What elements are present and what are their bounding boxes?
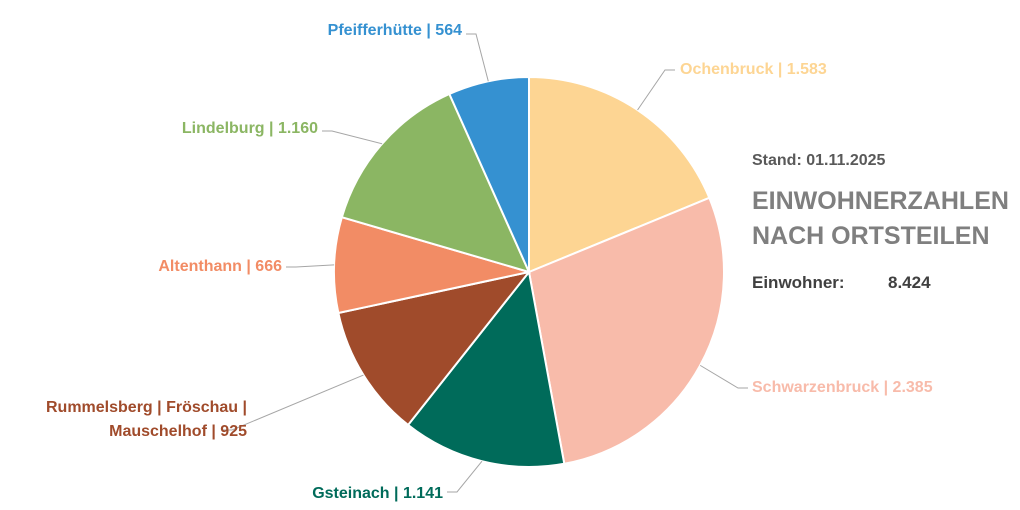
data-label: Gsteinach | 1.141: [183, 482, 443, 506]
category-label: Ochenbruck: [680, 61, 774, 78]
data-label: Lindelburg | 1.160: [58, 117, 318, 141]
pie-slice: [406, 269, 566, 468]
leader-line: [637, 69, 675, 111]
chart-title: EINWOHNERZAHLEN NACH ORTSTEILEN: [752, 187, 1009, 250]
total-label: Einwohner:: [752, 273, 845, 292]
leader-line: [222, 374, 364, 431]
label-separator: |: [211, 423, 216, 440]
leader-line: [286, 264, 335, 268]
category-label: Rummelsberg | Fröschau | Mauschelhof: [46, 399, 247, 440]
data-label: Ochenbruck | 1.583: [680, 58, 940, 82]
value-label: 1.141: [402, 485, 443, 502]
data-label: Schwarzenbruck | 2.385: [752, 376, 1012, 400]
value-label: 1.160: [277, 120, 318, 137]
label-separator: |: [394, 485, 399, 502]
label-separator: |: [777, 61, 783, 78]
category-label: Altenthann: [158, 258, 242, 275]
leader-line: [466, 33, 489, 82]
leader-line: [447, 460, 483, 493]
leader-line: [322, 130, 383, 145]
category-label: Pfeifferhütte: [327, 22, 422, 39]
label-separator: |: [269, 120, 274, 137]
value-label: 1.583: [786, 61, 827, 78]
pie-slice: [333, 215, 530, 315]
pie-slice: [448, 75, 530, 273]
total-value: 8.424: [888, 273, 931, 292]
category-label: Gsteinach: [312, 485, 390, 502]
subtitle: Stand: 01.11.2025: [752, 152, 886, 169]
label-separator: |: [426, 22, 431, 39]
value-label: 925: [220, 423, 247, 440]
data-label: Altenthann | 666: [22, 255, 282, 279]
label-separator: |: [246, 258, 251, 275]
pie-slice: [337, 270, 532, 427]
data-label: Pfeifferhütte | 564: [202, 19, 462, 43]
category-label: Lindelburg: [181, 120, 265, 137]
data-label: Rummelsberg | Fröschau | Mauschelhof | 9…: [12, 396, 247, 444]
category-label: Schwarzenbruck: [752, 379, 880, 396]
value-label: 564: [435, 22, 462, 39]
value-label: 2.385: [892, 379, 933, 396]
value-label: 666: [255, 258, 282, 275]
pie-slice: [340, 92, 531, 274]
leader-line: [699, 364, 748, 389]
label-separator: |: [883, 379, 889, 396]
